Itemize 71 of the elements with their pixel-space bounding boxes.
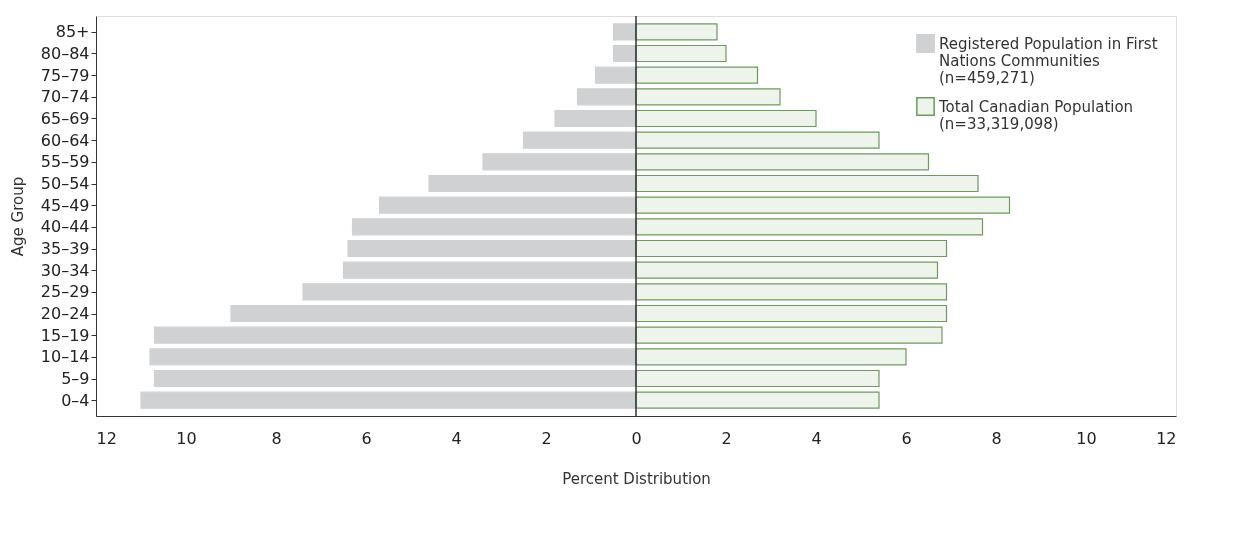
y-tick-label: 20–24 (40, 304, 90, 323)
y-tick-label: 80–84 (40, 44, 90, 63)
legend-label: Registered Population in First Nations Communities (n=459,271) (939, 34, 1158, 87)
bar (635, 109, 817, 128)
x-tick-label: 6 (361, 428, 372, 448)
bar (635, 391, 880, 409)
x-tick-label: 2 (541, 428, 552, 448)
y-tick-label: 40–44 (40, 217, 90, 237)
bar (635, 88, 781, 106)
bar (428, 174, 637, 193)
bar (140, 391, 637, 409)
y-tick-label: 85+ (55, 22, 90, 42)
bar (482, 153, 637, 171)
bar (342, 261, 637, 279)
bar (635, 283, 948, 301)
bar (378, 196, 637, 214)
x-tick-label: 10 (176, 428, 197, 448)
y-tick-label: 45–49 (40, 195, 90, 215)
x-tick-label: 8 (991, 428, 1002, 448)
x-tick-label: 2 (721, 428, 732, 448)
y-tick-label: 25–29 (40, 282, 90, 302)
x-tick-label: 4 (811, 428, 822, 448)
y-tick-label: 75–79 (40, 65, 90, 85)
x-tick-label: 6 (901, 428, 912, 448)
x-axis-title: Percent Distribution (562, 469, 711, 488)
y-tick-label: 15–19 (40, 325, 90, 345)
legend-label: Total Canadian Population (n=33,319,098) (938, 97, 1134, 133)
y-tick-label: 0–4 (61, 390, 90, 410)
bar (635, 369, 880, 388)
bar (576, 88, 637, 106)
x-tick-label: 4 (451, 428, 462, 448)
bar (522, 131, 637, 149)
bar (612, 44, 637, 63)
bar (153, 369, 637, 388)
bar (635, 66, 759, 84)
bar (302, 283, 637, 301)
bar (635, 131, 880, 149)
bar (635, 196, 1011, 214)
x-tick-label: 0 (631, 428, 642, 448)
y-tick-label: 30–34 (40, 260, 90, 280)
y-tick-label: 60–64 (40, 130, 90, 150)
bar (149, 348, 637, 366)
bar (635, 218, 984, 236)
y-tick-label: 65–69 (40, 109, 90, 128)
y-tick-label: 55–59 (40, 152, 90, 172)
bar (635, 153, 930, 171)
bar (230, 304, 637, 323)
bar (635, 348, 907, 366)
bar (347, 239, 637, 258)
y-tick-label: 10–14 (40, 347, 90, 367)
y-axis-title: Age Group (8, 176, 27, 257)
y-tick-label: 50–54 (40, 174, 90, 193)
bar (635, 23, 718, 41)
bar (594, 66, 637, 84)
bar (635, 261, 939, 279)
bar (635, 44, 727, 63)
y-tick-label: 35–39 (40, 239, 90, 258)
bar (635, 304, 948, 323)
x-tick-label: 8 (271, 428, 282, 448)
bar (635, 326, 943, 344)
x-tick-label: 12 (96, 428, 117, 448)
bar (635, 174, 979, 193)
y-tick-label: 70–74 (40, 87, 90, 107)
x-tick-label: 10 (1076, 428, 1097, 448)
x-tick-label: 12 (1156, 428, 1177, 448)
bar (635, 239, 948, 258)
bar (351, 218, 637, 236)
bar (554, 109, 637, 128)
bar (153, 326, 637, 344)
y-tick-label: 5–9 (61, 369, 90, 388)
bar (612, 23, 637, 41)
